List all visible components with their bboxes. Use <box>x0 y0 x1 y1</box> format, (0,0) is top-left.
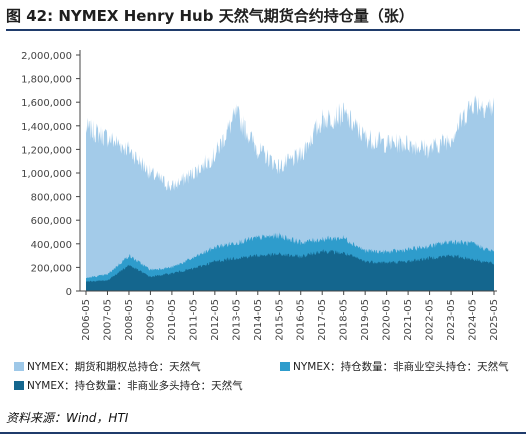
x-tick-label: 2015-05 <box>274 299 285 341</box>
y-tick-label: 1,400,000 <box>21 122 72 133</box>
x-tick-label: 2019-05 <box>360 299 371 341</box>
x-tick-label: 2020-05 <box>382 299 393 341</box>
y-tick-label: 800,000 <box>31 193 72 204</box>
y-tick-label: 1,000,000 <box>21 169 72 180</box>
y-tick-label: 1,800,000 <box>21 75 72 86</box>
figure-title: 图 42: NYMEX Henry Hub 天然气期货合约持仓量（张） <box>6 7 414 25</box>
title-underline <box>6 29 520 31</box>
y-tick-label: 600,000 <box>31 216 72 227</box>
x-tick-label: 2024-05 <box>468 299 479 341</box>
x-tick-label: 2017-05 <box>317 299 328 341</box>
x-tick-label: 2006-05 <box>81 299 92 341</box>
y-tick-label: 1,600,000 <box>21 98 72 109</box>
y-tick-label: 0 <box>66 287 72 298</box>
x-tick-label: 2016-05 <box>296 299 307 341</box>
x-tick-label: 2023-05 <box>446 299 457 341</box>
series-area-total <box>86 95 494 291</box>
x-tick-label: 2021-05 <box>403 299 414 341</box>
x-tick-label: 2010-05 <box>167 299 178 341</box>
x-tick-label: 2013-05 <box>231 299 242 341</box>
x-tick-label: 2007-05 <box>102 299 113 341</box>
y-tick-label: 400,000 <box>31 240 72 251</box>
source-note: 资料来源：Wind，HTI <box>6 411 129 425</box>
y-tick-label: 200,000 <box>31 263 72 274</box>
x-tick-label: 2012-05 <box>210 299 221 341</box>
x-tick-label: 2018-05 <box>339 299 350 341</box>
legend-swatch-total <box>14 362 24 371</box>
area-chart: 0 200,000 400,000 600,000 800,000 1,000,000 1,… <box>14 50 509 392</box>
figure-header: 图 42: NYMEX Henry Hub 天然气期货合约持仓量（张） <box>6 3 520 31</box>
bottom-rule <box>0 432 526 434</box>
x-tick-label: 2008-05 <box>124 299 135 341</box>
legend-label-long: NYMEX：持仓数量：非商业多头持仓：天然气 <box>27 379 243 392</box>
x-tick-label: 2025-05 <box>489 299 500 341</box>
x-tick-label: 2022-05 <box>425 299 436 341</box>
x-tick-label: 2011-05 <box>188 299 199 341</box>
legend-label-total: NYMEX：期货和期权总持仓：天然气 <box>27 360 201 373</box>
legend-swatch-short <box>280 362 290 371</box>
x-tick-label: 2009-05 <box>145 299 156 341</box>
legend-label-short: NYMEX：持仓数量：非商业空头持仓：天然气 <box>293 360 509 373</box>
series-area-long <box>86 249 494 291</box>
legend-swatch-long <box>14 381 24 390</box>
y-tick-label: 1,200,000 <box>21 145 72 156</box>
x-tick-label: 2014-05 <box>253 299 264 341</box>
y-tick-label: 2,000,000 <box>21 51 72 62</box>
